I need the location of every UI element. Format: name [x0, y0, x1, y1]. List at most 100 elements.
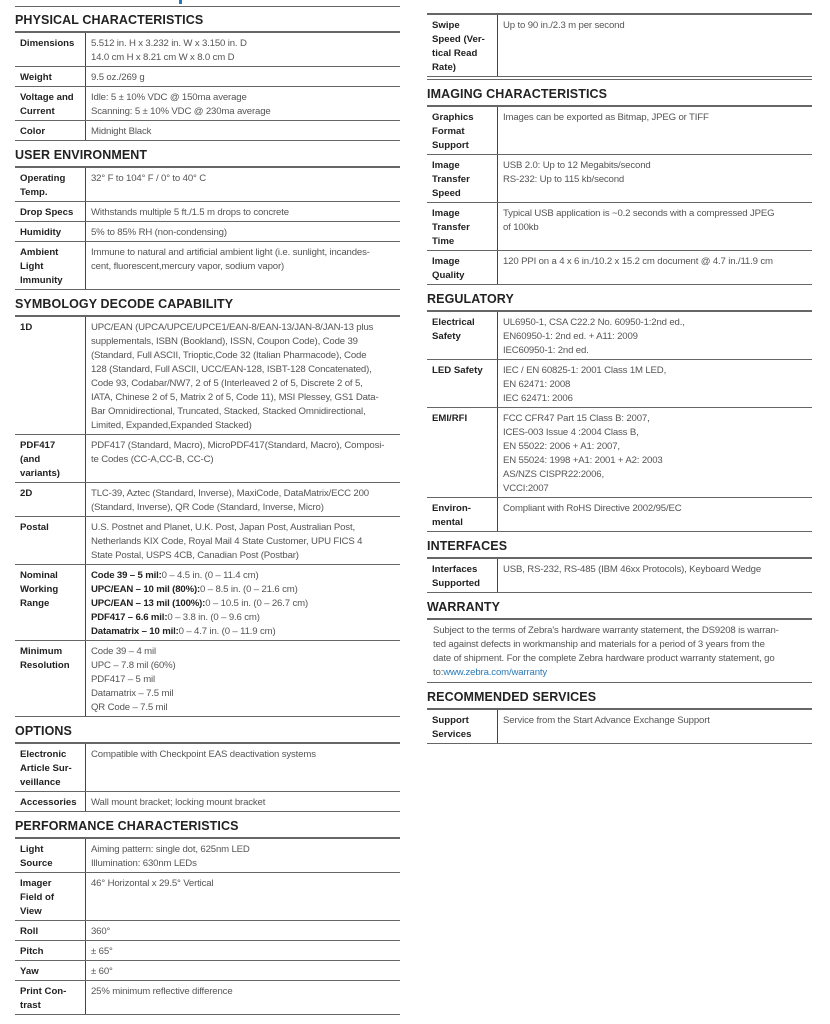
spec-row-roll: Roll 360° [15, 920, 400, 941]
spec-row-imager-field-of-view: Imager Field of View 46° Horizontal x 29.5°… [15, 872, 400, 921]
spec-table: Electronic Article Sur-veillance Compatibl… [15, 742, 400, 812]
spec-label-line: Range [20, 598, 50, 609]
spec-label-line: Image [432, 160, 460, 171]
section-title: REGULATORY [427, 292, 514, 306]
spec-value-line: Illumination: 630nm LEDs [91, 858, 197, 869]
spec-value: USB 2.0: Up to 12 Megabits/second RS-232:… [497, 154, 812, 203]
spec-label: Color [15, 120, 86, 141]
spec-label-line: Light [20, 261, 44, 272]
section-options: OPTIONS Electronic Article Sur-veillance Co… [15, 723, 400, 812]
spec-value-line: (Standard, Full ASCII, Trioptic,Code 32 … [91, 350, 367, 361]
spec-row-pdf417-and-variants: PDF417 (and variants) PDF417 (Standard, Mac… [15, 434, 400, 483]
spec-value-text: 0 – 3.8 in. (0 – 9.6 cm) [167, 612, 260, 623]
spec-label: Nominal Working Range [15, 564, 86, 641]
spec-value-line: cent, fluorescent,mercury vapor, sodium … [91, 261, 285, 272]
spec-value-line: Datamatrix – 10 mil:0 – 4.7 in. (0 – 11.… [91, 625, 400, 639]
spec-value: 9.5 oz./269 g [85, 66, 400, 87]
spec-value-line: of 100kb [503, 222, 539, 233]
section-continued: Swipe Speed (Ver-tical Read Rate) Up to 90 … [427, 13, 812, 80]
spec-label-line: Support [432, 140, 469, 151]
spec-label: Voltage and Current [15, 86, 86, 121]
spec-label-line: Format [432, 126, 465, 137]
spec-value: Code 39 – 5 mil:0 – 4.5 in. (0 – 11.4 cm… [85, 564, 400, 641]
spec-value-line: IEC / EN 60825-1: 2001 Class 1M LED, [503, 365, 667, 376]
spec-label-line: LED Safety [432, 365, 483, 376]
spec-row-weight: Weight 9.5 oz./269 g [15, 66, 400, 87]
warranty-link[interactable]: www.zebra.com/warranty [443, 667, 548, 678]
spec-label-line: Color [20, 126, 46, 137]
spec-label: Weight [15, 66, 86, 87]
section-title: USER ENVIRONMENT [15, 148, 148, 162]
spec-table: Interfaces Supported USB, RS-232, RS-485 (… [427, 557, 812, 593]
spec-row-color: Color Midnight Black [15, 120, 400, 141]
spec-value: Up to 90 in./2.3 m per second [497, 14, 812, 77]
spec-value-line: UPC – 7.8 mil (60%) [91, 660, 176, 671]
spec-value: 46° Horizontal x 29.5° Vertical [85, 872, 400, 921]
spec-value: Typical USB application is ~0.2 seconds … [497, 202, 812, 251]
spec-value-line: 128 (Standard, Full ASCII, UCC/EAN-128, … [91, 364, 372, 375]
spec-value: USB, RS-232, RS-485 (IBM 46xx Protocols)… [497, 558, 812, 593]
spec-value-line: Scanning: 5 ± 10% VDC @ 230ma average [91, 106, 271, 117]
spec-value-line: Typical USB application is ~0.2 seconds … [503, 208, 775, 219]
spec-value-bold: Code 39 – 5 mil: [91, 570, 162, 581]
spec-label-line: Roll [20, 926, 39, 937]
spec-value-line: RS-232: Up to 115 kb/second [503, 174, 625, 185]
spec-value-line: UPC/EAN – 13 mil (100%):0 – 10.5 in. (0 … [91, 597, 400, 611]
spec-label-line: Article Sur- [20, 763, 72, 774]
spec-value-line: 5% to 85% RH (non-condensing) [91, 227, 227, 238]
spec-label-line: Humidity [20, 227, 62, 238]
spec-value-line: ± 60° [91, 966, 113, 977]
double-divider [427, 77, 812, 80]
spec-label-line: Imager [20, 878, 52, 889]
spec-table: Graphics Format Support Images can be expor… [427, 105, 812, 285]
spec-label: Light Source [15, 838, 86, 873]
spec-value-line: VCCI:2007 [503, 483, 549, 494]
spec-label-line: Ambient [20, 247, 59, 258]
spec-label-line: Transfer [432, 174, 470, 185]
spec-row-accessories: Accessories Wall mount bracket; locking m… [15, 791, 400, 812]
spec-value-line: IATA, Chinese 2 of 5, Matrix 2 of 5, Cod… [91, 392, 379, 403]
spec-row-drop-specs: Drop Specs Withstands multiple 5 ft./1.5 … [15, 201, 400, 222]
spec-row-humidity: Humidity 5% to 85% RH (non-condensing) [15, 221, 400, 242]
spec-label-line: Drop Specs [20, 207, 74, 218]
spec-value-line: IEC60950-1: 2nd ed. [503, 345, 589, 356]
spec-label: Image Transfer Time [427, 202, 498, 251]
spec-value-bold: PDF417 – 6.6 mil: [91, 612, 168, 623]
spec-label-line: Swipe [432, 20, 460, 31]
warranty-link-prefix: to: [433, 667, 444, 678]
spec-value-bold: UPC/EAN – 13 mil (100%): [91, 598, 206, 609]
spec-label-line: Support [432, 715, 469, 726]
spec-label-line: Source [20, 858, 53, 869]
spec-row-image-transfer-time: Image Transfer Time Typical USB application… [427, 202, 812, 251]
spec-row-emi-rfi: EMI/RFI FCC CFR47 Part 15 Class B: 2007, I… [427, 407, 812, 498]
spec-value: UPC/EAN (UPCA/UPCE/UPCE1/EAN-8/EAN-13/JA… [85, 316, 400, 435]
warranty-line: Subject to the terms of Zebra's hardware… [433, 625, 779, 636]
spec-value-line: UPC/EAN (UPCA/UPCE/UPCE1/EAN-8/EAN-13/JA… [91, 322, 374, 333]
spec-value-bold: Datamatrix – 10 mil: [91, 626, 179, 637]
section-title: OPTIONS [15, 724, 72, 738]
spec-label-line: 1D [20, 322, 33, 333]
spec-value-line: 14.0 cm H x 8.21 cm W x 8.0 cm D [91, 52, 235, 63]
spec-label-line: Temp. [20, 187, 48, 198]
spec-label-line: Interfaces [432, 564, 478, 575]
spec-label-line: View [20, 906, 42, 917]
spec-value: 32° F to 104° F / 0° to 40° C [85, 167, 400, 202]
spec-label-line: Image [432, 256, 460, 267]
spec-label-line: EMI/RFI [432, 413, 468, 424]
spec-label-line: Electronic [20, 749, 67, 760]
spec-label-line: Resolution [20, 660, 70, 671]
spec-label-line: Field of [20, 892, 55, 903]
spec-table: 1D UPC/EAN (UPCA/UPCE/UPCE1/EAN-8/EAN-13/… [15, 315, 400, 717]
spec-value-line: Wall mount bracket; locking mount bracke… [91, 797, 266, 808]
spec-label: Postal [15, 516, 86, 565]
spec-value-line: Withstands multiple 5 ft./1.5 m drops to… [91, 207, 289, 218]
spec-value-line: Compatible with Checkpoint EAS deactivat… [91, 749, 316, 760]
spec-row-voltage-and-current: Voltage and Current Idle: 5 ± 10% VDC @ 15… [15, 86, 400, 121]
spec-value-line: Up to 90 in./2.3 m per second [503, 20, 625, 31]
spec-value-bold: UPC/EAN – 10 mil (80%): [91, 584, 201, 595]
spec-value-line: Compliant with RoHS Directive 2002/95/EC [503, 503, 682, 514]
spec-label-line: Yaw [20, 966, 39, 977]
top-divider [15, 6, 400, 7]
spec-value: Service from the Start Advance Exchange … [497, 709, 812, 744]
spec-label-line: Graphics [432, 112, 474, 123]
